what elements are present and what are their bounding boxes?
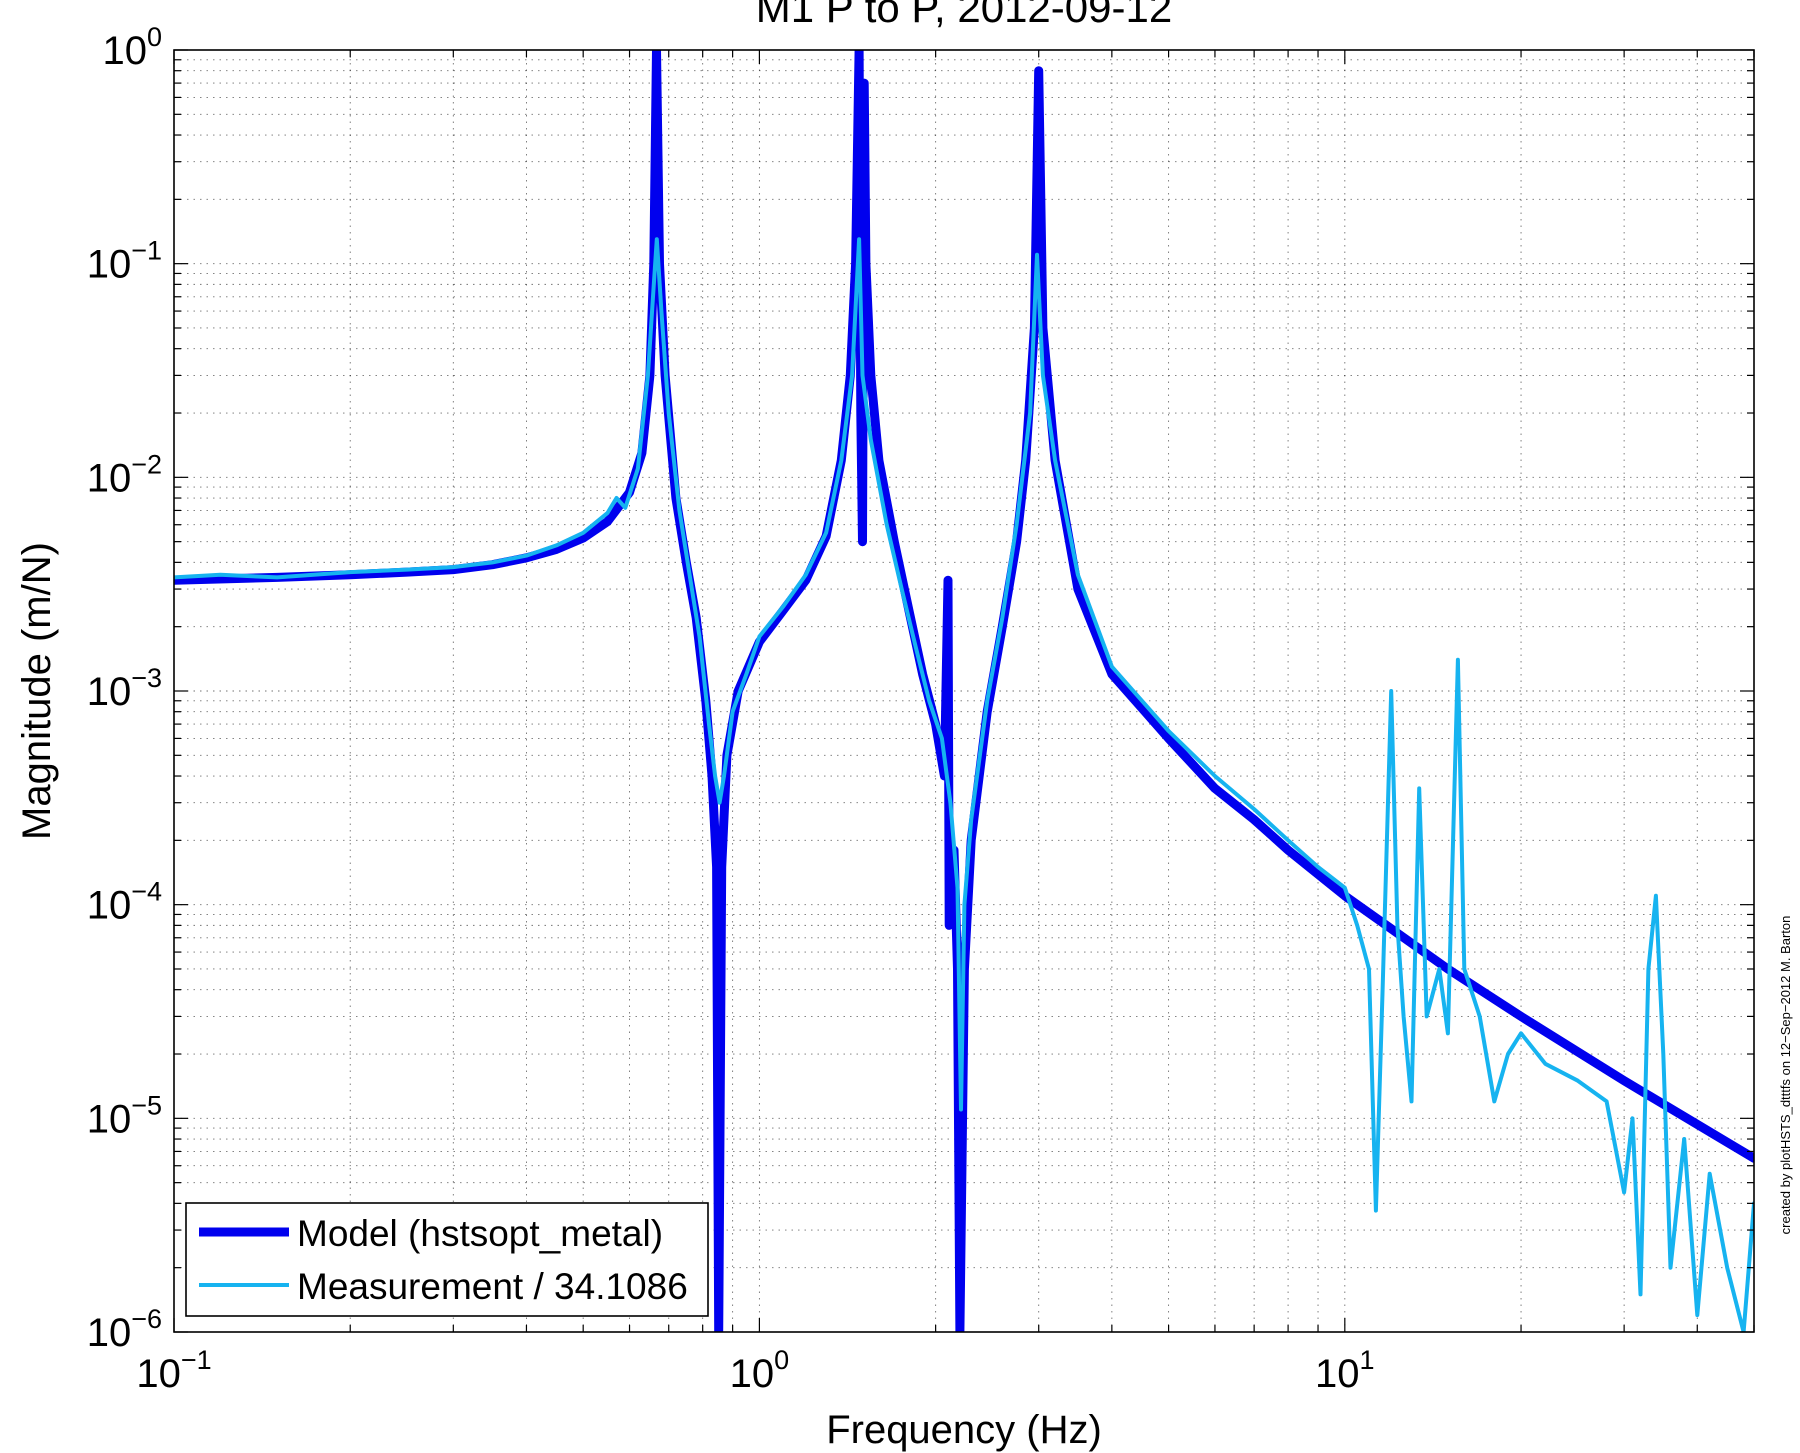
creator-annotation: created by plotHSTS_dtttfs on 12−Sep−201… xyxy=(1778,916,1793,1235)
x-tick-label: 10−1 xyxy=(136,1345,211,1396)
x-axis-label: Frequency (Hz) xyxy=(826,1408,1102,1452)
legend-label-measurement: Measurement / 34.1086 xyxy=(297,1266,688,1307)
x-tick-labels: 10−1 100 101 xyxy=(136,1345,1374,1396)
y-tick-label: 10−5 xyxy=(87,1090,162,1141)
axis-ticks xyxy=(173,49,1755,1333)
y-tick-label: 10−2 xyxy=(87,449,162,500)
y-tick-label: 10−3 xyxy=(87,663,162,714)
y-tick-label: 100 xyxy=(102,22,162,73)
y-axis-label: Magnitude (m/N) xyxy=(15,542,59,840)
chart-title: M1 P to P, 2012-09-12 xyxy=(756,0,1172,31)
y-tick-label: 10−4 xyxy=(87,877,162,928)
x-tick-label: 100 xyxy=(730,1345,790,1396)
series-measurement-line xyxy=(174,237,1754,1332)
legend-box xyxy=(185,1202,709,1317)
y-tick-label: 10−1 xyxy=(87,236,162,287)
legend-label-model: Model (hstsopt_metal) xyxy=(297,1213,663,1254)
x-tick-label: 101 xyxy=(1315,1345,1375,1396)
y-tick-label: 10−6 xyxy=(87,1304,162,1355)
y-tick-labels: 100 10−1 10−2 10−3 10−4 10−5 10−6 xyxy=(87,22,162,1355)
legend: Model (hstsopt_metal) Measurement / 34.1… xyxy=(185,1202,709,1317)
series-model-line xyxy=(174,50,1754,1332)
